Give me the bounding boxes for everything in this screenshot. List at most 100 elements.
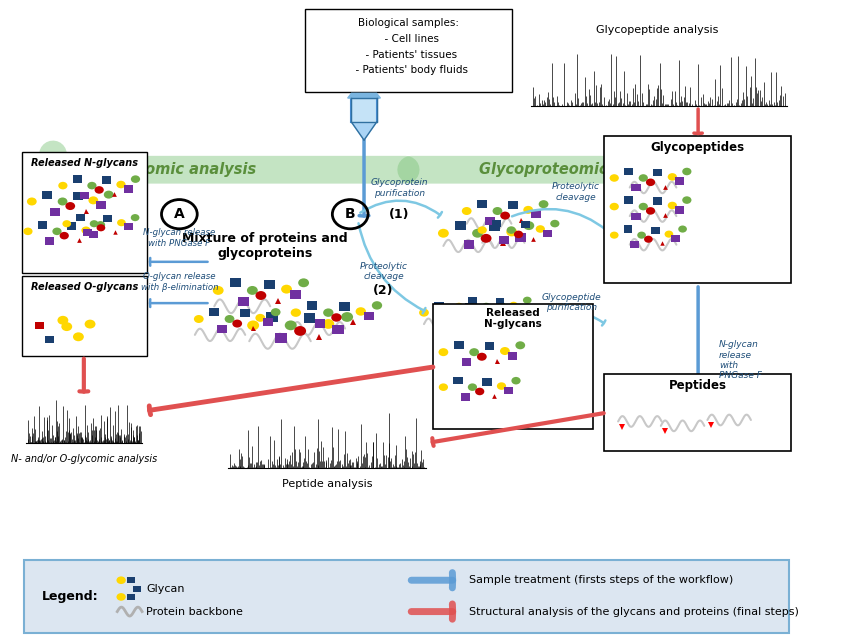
Circle shape (341, 312, 353, 322)
FancyBboxPatch shape (128, 594, 135, 600)
FancyBboxPatch shape (45, 336, 54, 343)
Circle shape (60, 232, 69, 239)
FancyBboxPatch shape (468, 297, 477, 304)
Text: Mixture of proteins and
glycoproteins: Mixture of proteins and glycoproteins (182, 232, 348, 260)
FancyBboxPatch shape (490, 223, 500, 232)
Circle shape (610, 232, 619, 239)
Circle shape (507, 228, 517, 237)
Circle shape (539, 200, 548, 208)
FancyBboxPatch shape (521, 221, 530, 228)
FancyBboxPatch shape (516, 306, 524, 313)
FancyBboxPatch shape (624, 225, 632, 233)
FancyBboxPatch shape (624, 168, 633, 175)
FancyBboxPatch shape (104, 215, 112, 222)
Circle shape (477, 353, 487, 360)
Circle shape (116, 593, 126, 601)
Text: Released N-glycans: Released N-glycans (31, 158, 138, 168)
FancyBboxPatch shape (484, 218, 495, 225)
Text: N-glycan release
with PNGase F: N-glycan release with PNGase F (144, 228, 216, 248)
Circle shape (457, 313, 468, 321)
FancyBboxPatch shape (80, 191, 89, 199)
FancyBboxPatch shape (22, 152, 147, 273)
Circle shape (523, 297, 531, 304)
FancyBboxPatch shape (475, 312, 484, 319)
Circle shape (53, 228, 61, 235)
FancyBboxPatch shape (531, 211, 541, 218)
Circle shape (462, 207, 472, 215)
Circle shape (512, 377, 520, 385)
FancyBboxPatch shape (238, 297, 249, 306)
Circle shape (255, 314, 265, 322)
FancyBboxPatch shape (266, 312, 278, 322)
Text: Glycopeptide
purification: Glycopeptide purification (541, 293, 601, 312)
FancyBboxPatch shape (604, 136, 791, 283)
Circle shape (524, 221, 535, 230)
Circle shape (496, 302, 506, 310)
Circle shape (509, 302, 518, 309)
Polygon shape (348, 93, 381, 98)
Circle shape (497, 382, 506, 390)
FancyBboxPatch shape (477, 200, 487, 208)
FancyBboxPatch shape (624, 197, 633, 204)
Circle shape (439, 322, 448, 329)
FancyBboxPatch shape (455, 221, 466, 230)
Text: Glycomic analysis: Glycomic analysis (110, 162, 257, 177)
FancyBboxPatch shape (434, 304, 593, 429)
Text: Glycoproteomic analysis: Glycoproteomic analysis (479, 162, 680, 177)
Text: Structural analysis of the glycans and proteins (final steps): Structural analysis of the glycans and p… (469, 607, 799, 616)
FancyBboxPatch shape (24, 560, 789, 634)
Circle shape (246, 286, 258, 295)
Circle shape (515, 341, 525, 349)
FancyBboxPatch shape (508, 202, 518, 209)
Text: Glycopeptides: Glycopeptides (650, 142, 745, 154)
FancyBboxPatch shape (209, 308, 219, 316)
FancyBboxPatch shape (504, 387, 513, 394)
Text: - Patients' tissues: - Patients' tissues (360, 50, 457, 59)
Text: Released O-glycans: Released O-glycans (31, 282, 138, 292)
FancyBboxPatch shape (364, 312, 374, 320)
Circle shape (371, 301, 382, 309)
Circle shape (88, 182, 97, 189)
Circle shape (468, 322, 477, 329)
Circle shape (58, 316, 68, 325)
Circle shape (469, 348, 479, 356)
Circle shape (482, 303, 490, 310)
Circle shape (332, 313, 342, 322)
FancyBboxPatch shape (45, 237, 54, 245)
FancyBboxPatch shape (653, 197, 662, 205)
Circle shape (323, 308, 333, 317)
FancyBboxPatch shape (672, 235, 680, 242)
FancyBboxPatch shape (264, 279, 275, 288)
FancyBboxPatch shape (240, 309, 250, 317)
Circle shape (439, 348, 448, 356)
FancyBboxPatch shape (632, 184, 641, 191)
FancyBboxPatch shape (543, 230, 552, 237)
FancyBboxPatch shape (653, 169, 662, 176)
FancyBboxPatch shape (454, 341, 463, 349)
FancyBboxPatch shape (465, 303, 475, 311)
Text: Released
N-glycans: Released N-glycans (484, 308, 542, 329)
Circle shape (438, 229, 449, 238)
Circle shape (59, 182, 67, 189)
Circle shape (683, 168, 691, 175)
Text: Glycan: Glycan (146, 584, 184, 594)
Circle shape (668, 202, 677, 209)
Circle shape (62, 220, 71, 227)
Circle shape (131, 214, 139, 221)
FancyBboxPatch shape (651, 226, 660, 234)
Circle shape (480, 234, 491, 243)
Circle shape (475, 388, 484, 396)
Circle shape (247, 320, 259, 330)
Circle shape (116, 576, 126, 584)
FancyBboxPatch shape (496, 298, 504, 305)
Circle shape (500, 347, 510, 355)
Circle shape (609, 203, 619, 211)
FancyBboxPatch shape (96, 201, 106, 209)
Circle shape (281, 285, 292, 293)
Circle shape (116, 181, 126, 188)
FancyBboxPatch shape (631, 241, 639, 248)
Text: N- and/or O-glycomic analysis: N- and/or O-glycomic analysis (11, 454, 157, 464)
Circle shape (23, 228, 32, 235)
FancyBboxPatch shape (332, 325, 343, 334)
Text: N-glycan
release
with
PNGase F: N-glycan release with PNGase F (719, 340, 762, 380)
